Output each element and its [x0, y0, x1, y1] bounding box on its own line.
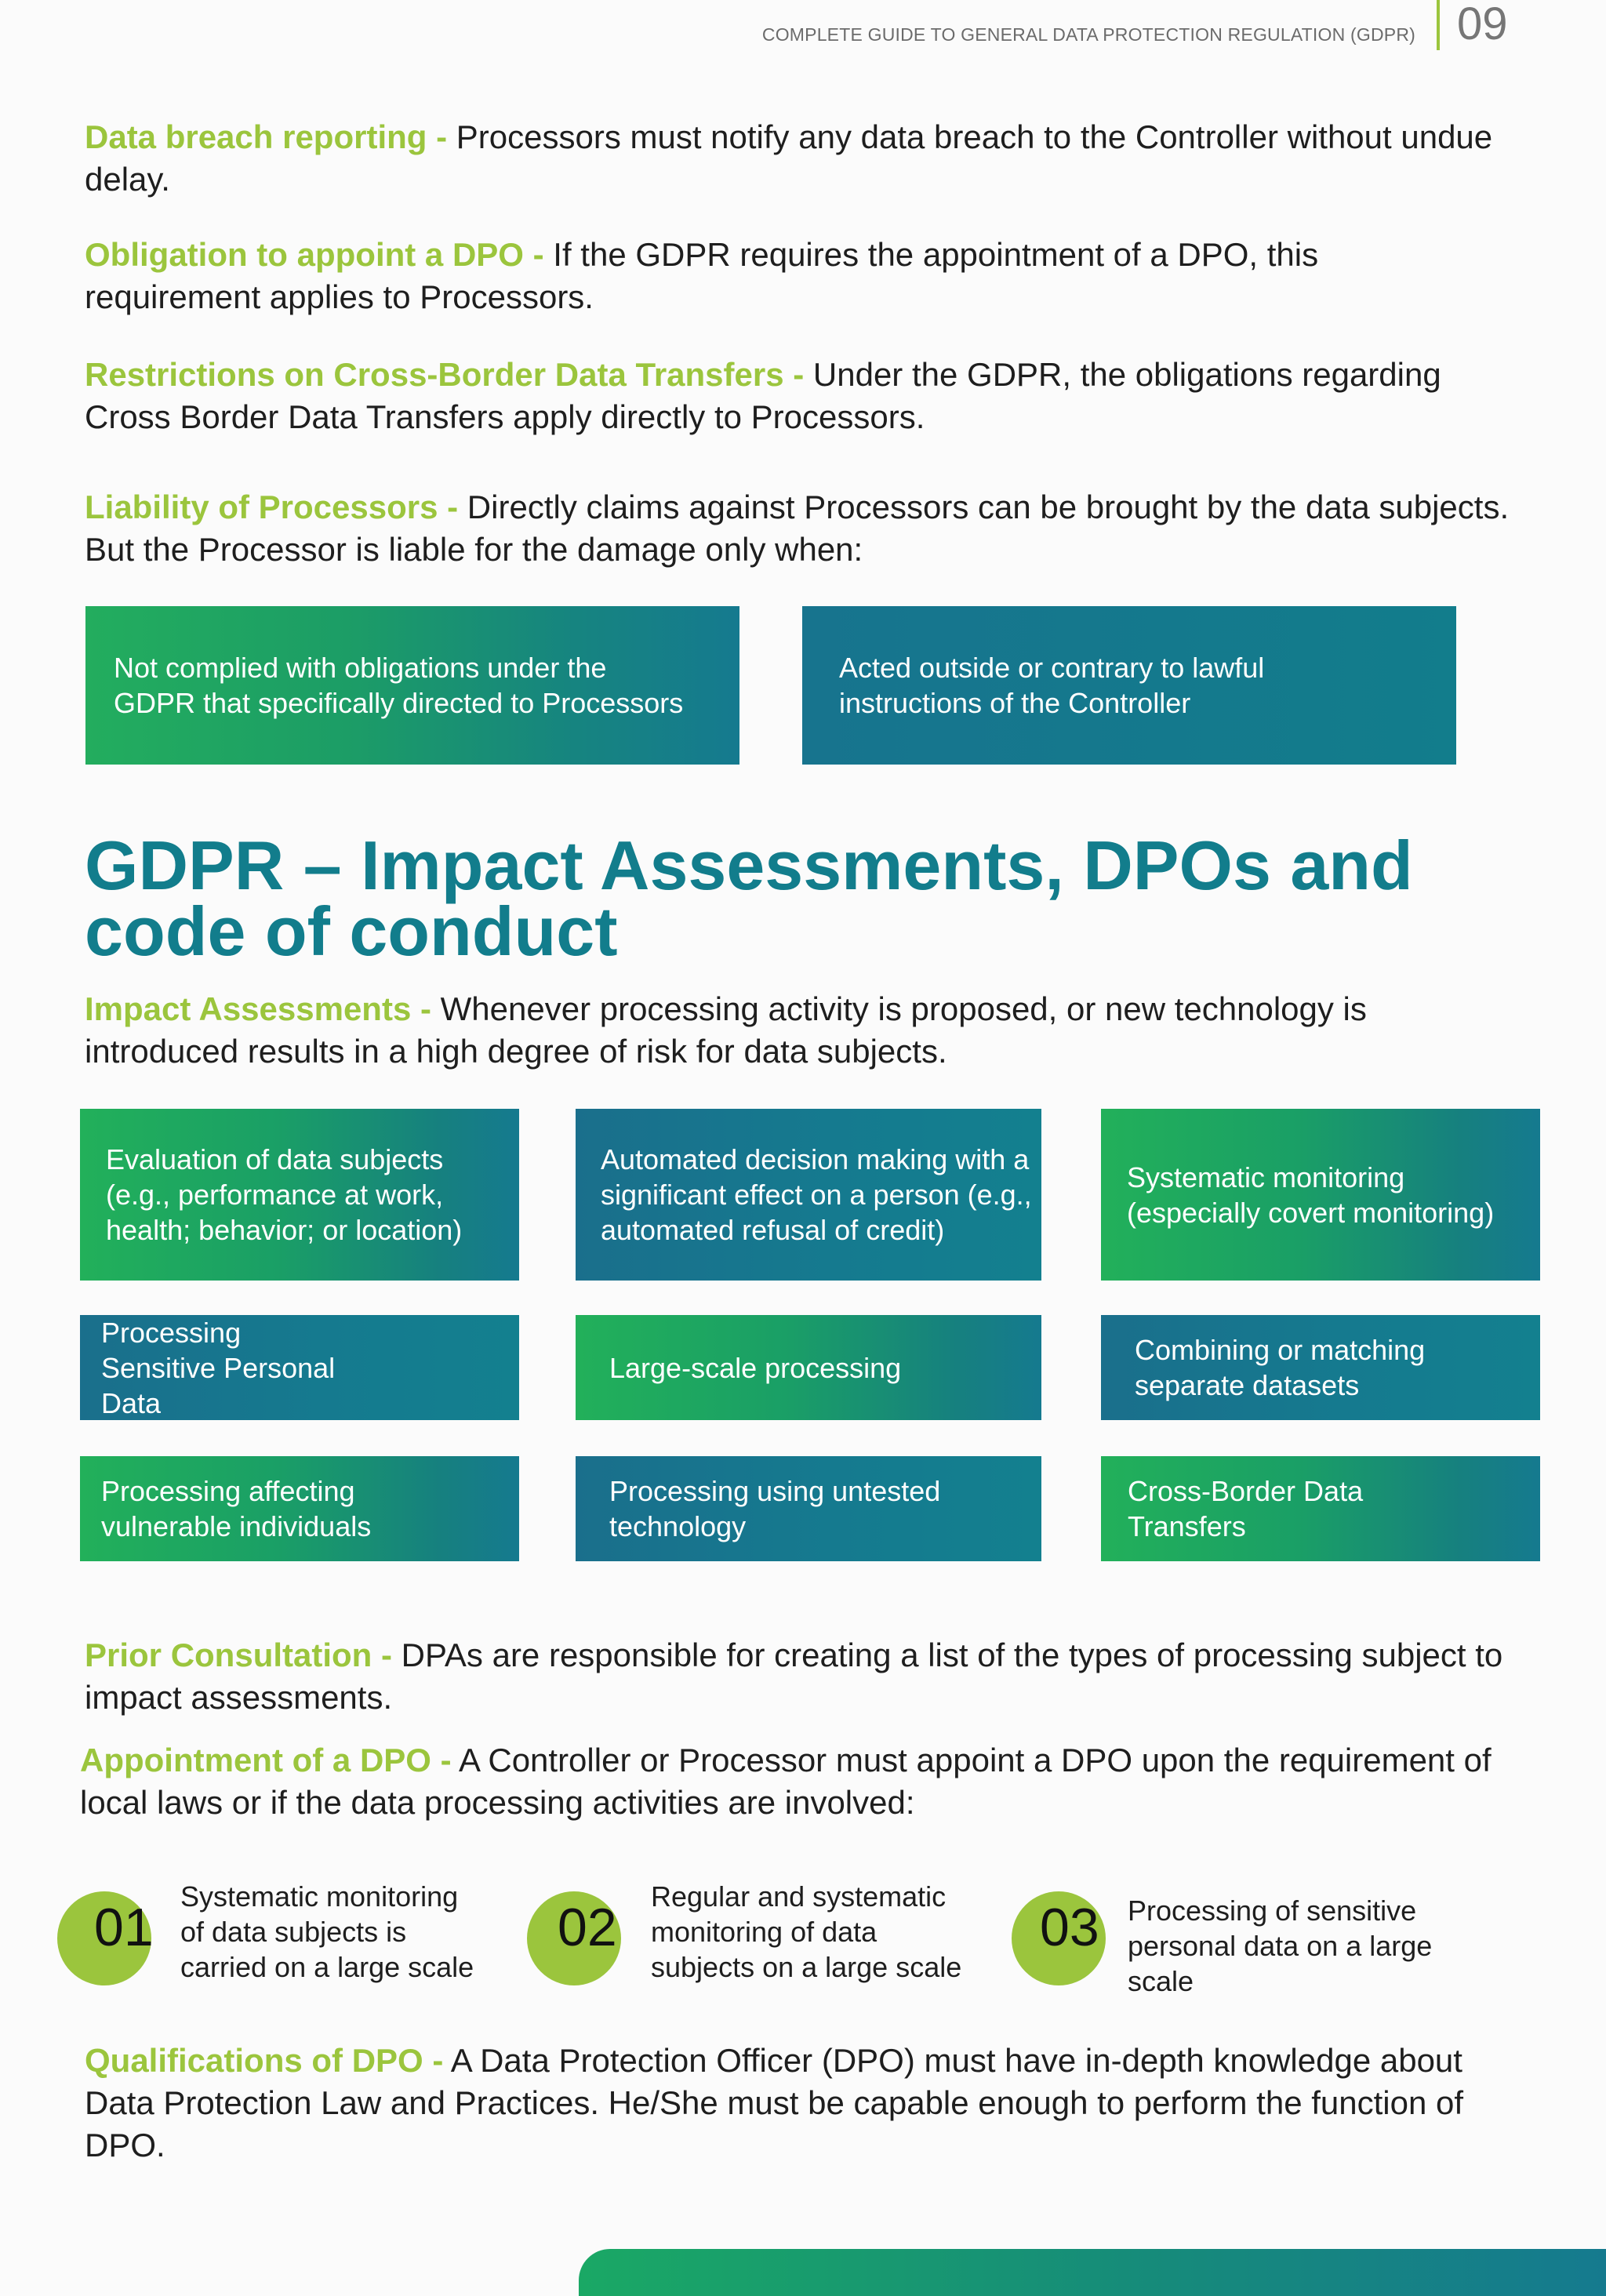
- liability-box-1: Not complied with obligations under the …: [85, 606, 739, 765]
- impact-box-sensitive-data: Processing Sensitive Personal Data: [80, 1315, 519, 1420]
- impact-box-text: Automated decision making with a signifi…: [601, 1143, 1032, 1246]
- impact-box-combining-datasets: Combining or matching separate datasets: [1101, 1315, 1540, 1420]
- running-header: COMPLETE GUIDE TO GENERAL DATA PROTECTIO…: [761, 24, 1415, 45]
- liability-box-2: Acted outside or contrary to lawful inst…: [802, 606, 1456, 765]
- impact-box-text: Processing Sensitive Personal Data: [101, 1316, 336, 1419]
- paragraph-text: Processors must notify any data breach t…: [85, 118, 1493, 198]
- impact-box-large-scale: Large-scale processing: [576, 1315, 1041, 1420]
- paragraph-lead: Data breach reporting -: [85, 118, 448, 155]
- paragraph-text: Directly claims against Processors can b…: [85, 489, 1510, 568]
- impact-box-text: Combining or matching separate datasets: [1135, 1334, 1426, 1401]
- paragraph-text: Under the GDPR, the obligations regardin…: [85, 356, 1441, 435]
- header-divider: [1437, 0, 1440, 50]
- paragraph-lead: Appointment of a DPO -: [80, 1742, 452, 1778]
- section-heading: GDPR – Impact Assessments, DPOs and code…: [85, 826, 1413, 970]
- impact-box-untested-technology: Processing using untested technology: [576, 1456, 1041, 1561]
- paragraph-lead: Liability of Processors -: [85, 489, 459, 525]
- paragraph-text: If the GDPR requires the appointment of …: [85, 236, 1319, 315]
- paragraph-text: Whenever processing activity is proposed…: [85, 990, 1367, 1070]
- paragraph-obligation-dpo: Obligation to appoint a DPO - If the GDP…: [85, 234, 1433, 318]
- step-text-02: Regular and systematic monitoring of dat…: [651, 1880, 962, 1983]
- step-circle-02: [527, 1891, 621, 1985]
- impact-box-text: Cross-Border Data Transfers: [1128, 1475, 1364, 1542]
- paragraph-text: A Data Protection Officer (DPO) must hav…: [85, 2042, 1464, 2163]
- paragraph-lead: Obligation to appoint a DPO -: [85, 236, 544, 273]
- step-number-01: 01: [94, 1898, 154, 1957]
- step-circle-01: [57, 1891, 151, 1985]
- paragraph-impact-assessments: Impact Assessments - Whenever processing…: [85, 988, 1512, 1073]
- impact-box-text: Processing affecting vulnerable individu…: [101, 1475, 372, 1542]
- paragraph-text: DPAs are responsible for creating a list…: [85, 1637, 1503, 1716]
- impact-box-systematic-monitoring: Systematic monitoring (especially covert…: [1101, 1109, 1540, 1281]
- impact-box-vulnerable-individuals: Processing affecting vulnerable individu…: [80, 1456, 519, 1561]
- impact-box-automated-decision: Automated decision making with a signifi…: [576, 1109, 1041, 1281]
- paragraph-text: A Controller or Processor must appoint a…: [80, 1742, 1492, 1821]
- step-number-02: 02: [558, 1898, 617, 1957]
- step-circle-03: [1012, 1891, 1106, 1985]
- footer-band: [579, 2249, 1606, 2296]
- impact-box-evaluation: Evaluation of data subjects (e.g., perfo…: [80, 1109, 519, 1281]
- impact-box-text: Large-scale processing: [609, 1351, 902, 1384]
- paragraph-prior-consultation: Prior Consultation - DPAs are responsibl…: [85, 1634, 1528, 1719]
- impact-box-text: Processing using untested technology: [609, 1475, 941, 1542]
- step-number-03: 03: [1040, 1898, 1099, 1957]
- liability-box-text: Acted outside or contrary to lawful inst…: [839, 652, 1265, 719]
- impact-box-text: Systematic monitoring (especially covert…: [1127, 1161, 1495, 1229]
- paragraph-lead: Prior Consultation -: [85, 1637, 392, 1673]
- liability-box-text: Not complied with obligations under the …: [114, 652, 684, 719]
- page-number: 09: [1457, 0, 1508, 49]
- impact-box-text: Evaluation of data subjects (e.g., perfo…: [106, 1143, 463, 1246]
- paragraph-lead: Impact Assessments -: [85, 990, 431, 1027]
- paragraph-qualifications-dpo: Qualifications of DPO - A Data Protectio…: [85, 2040, 1528, 2167]
- step-text-01: Systematic monitoring of data subjects i…: [180, 1880, 474, 1983]
- paragraph-data-breach: Data breach reporting - Processors must …: [85, 116, 1512, 201]
- paragraph-lead: Restrictions on Cross-Border Data Transf…: [85, 356, 805, 393]
- impact-box-cross-border: Cross-Border Data Transfers: [1101, 1456, 1540, 1561]
- paragraph-appointment-dpo: Appointment of a DPO - A Controller or P…: [80, 1739, 1523, 1824]
- paragraph-cross-border: Restrictions on Cross-Border Data Transf…: [85, 354, 1520, 438]
- step-text-03: Processing of sensitive personal data on…: [1128, 1895, 1433, 1997]
- paragraph-lead: Qualifications of DPO -: [85, 2042, 444, 2079]
- paragraph-liability: Liability of Processors - Directly claim…: [85, 486, 1543, 571]
